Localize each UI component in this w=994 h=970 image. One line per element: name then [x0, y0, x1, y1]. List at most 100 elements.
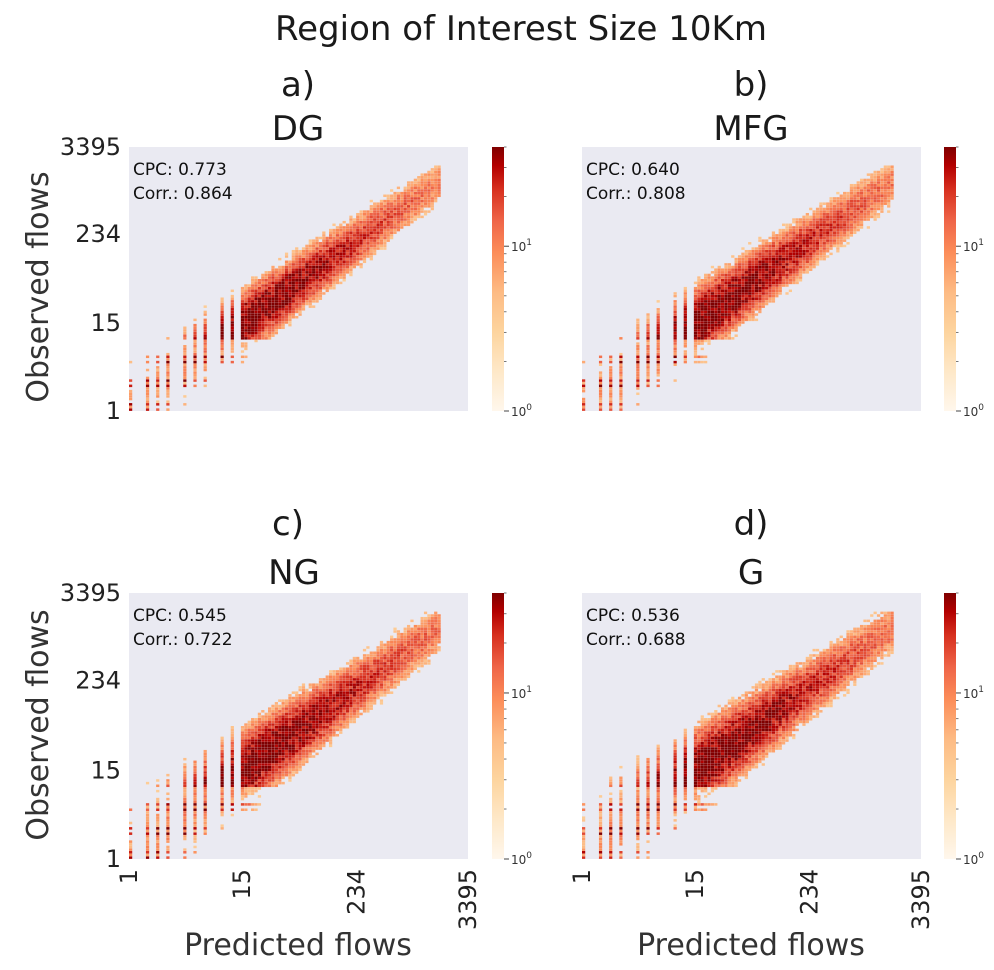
heatmap-cell [295, 292, 299, 295]
heatmap-cell [254, 292, 258, 295]
heatmap-cell [809, 218, 813, 221]
heatmap-cell [305, 281, 309, 285]
heatmap-cell [403, 638, 407, 641]
heatmap-cell [619, 358, 623, 361]
heatmap-cell [376, 675, 380, 678]
heatmap-cell [329, 249, 333, 253]
heatmap-cell [386, 643, 390, 647]
heatmap-cell [707, 323, 711, 327]
heatmap-cell [220, 784, 224, 788]
heatmap-cell [727, 315, 731, 319]
heatmap-cell [301, 292, 306, 295]
heatmap-cell [693, 286, 698, 290]
heatmap-cell [400, 659, 404, 663]
heatmap-cell [598, 827, 603, 830]
heatmap-cell [646, 795, 650, 798]
heatmap-cell [240, 741, 245, 745]
heatmap-cell [751, 313, 755, 316]
heatmap-cell [301, 718, 306, 721]
heatmap-cell [352, 656, 356, 660]
heatmap-cell [281, 265, 285, 269]
heatmap-cell [329, 720, 333, 724]
heatmap-cell [274, 720, 278, 724]
heatmap-cell [305, 292, 309, 295]
heatmap-cell [335, 670, 340, 673]
heatmap-cell [288, 726, 292, 729]
colorbar-tick-label: 101 [511, 238, 532, 254]
heatmap-cell [183, 358, 187, 361]
heatmap-cell [598, 848, 603, 851]
heatmap-cell [305, 244, 309, 248]
heatmap-cell [700, 279, 704, 282]
heatmap-cell [278, 741, 282, 745]
heatmap-cell [271, 704, 275, 708]
heatmap-cell [295, 289, 299, 293]
heatmap-cell [332, 257, 336, 261]
heatmap-cell [887, 197, 891, 200]
heatmap-cell [765, 276, 769, 279]
heatmap-cell [778, 244, 782, 248]
heatmap-cell [856, 215, 860, 219]
heatmap-cell [876, 205, 881, 208]
heatmap-cell [301, 710, 306, 713]
heatmap-cell [183, 787, 187, 790]
heatmap-cell [203, 760, 207, 764]
heatmap-cell [183, 811, 187, 814]
heatmap-cell [257, 326, 262, 330]
heatmap-cell [315, 281, 319, 285]
heatmap-cell [609, 776, 613, 780]
heatmap-cell [731, 310, 735, 314]
heatmap-cell [656, 355, 660, 359]
heatmap-cell [410, 638, 414, 641]
heatmap-cell [318, 731, 323, 734]
heatmap-cell [636, 355, 640, 359]
heatmap-cell [274, 763, 278, 766]
heatmap-cell [420, 197, 424, 200]
heatmap-cell [281, 715, 285, 718]
heatmap-cell [390, 220, 394, 224]
heatmap-cell [761, 294, 765, 298]
heatmap-cell [325, 236, 329, 240]
heatmap-cell [430, 170, 434, 174]
heatmap-cell [765, 297, 769, 300]
heatmap-cell [859, 223, 864, 227]
heatmap-cell [403, 640, 407, 644]
heatmap-cell [244, 736, 248, 740]
heatmap-cell [356, 257, 360, 261]
heatmap-cell [748, 257, 752, 261]
heatmap-cell [318, 249, 323, 253]
heatmap-cell [430, 178, 434, 182]
heatmap-cell [220, 773, 224, 777]
heatmap-cell [734, 297, 738, 300]
heatmap-cell [274, 752, 278, 756]
heatmap-cell [744, 279, 748, 282]
heatmap-cell [322, 726, 326, 729]
heatmap-cell [220, 308, 224, 311]
heatmap-cell [720, 305, 725, 308]
heatmap-cell [720, 284, 725, 287]
heatmap-cell [778, 289, 782, 293]
heatmap-cell [301, 723, 306, 726]
heatmap-cell [826, 255, 830, 258]
heatmap-cell [741, 279, 745, 282]
heatmap-cell [156, 789, 160, 793]
heatmap-cell [795, 218, 799, 221]
heatmap-cell [373, 215, 377, 219]
heatmap-cell [288, 276, 292, 279]
heatmap-cell [366, 678, 370, 681]
heatmap-cell [369, 226, 373, 229]
heatmap-cell [301, 683, 306, 686]
heatmap-cell [656, 342, 660, 345]
heatmap-cell [267, 329, 272, 332]
heatmap-cell [342, 231, 346, 234]
heatmap-cell [352, 228, 356, 232]
heatmap-cell [646, 768, 650, 772]
heatmap-cell [832, 197, 837, 200]
heatmap-cell [203, 805, 207, 809]
heatmap-cell [843, 231, 847, 234]
heatmap-cell [369, 210, 373, 213]
heatmap-cell [376, 688, 380, 692]
heatmap-cell [396, 228, 401, 232]
heatmap-cell [390, 213, 394, 216]
heatmap-cell [251, 281, 255, 285]
